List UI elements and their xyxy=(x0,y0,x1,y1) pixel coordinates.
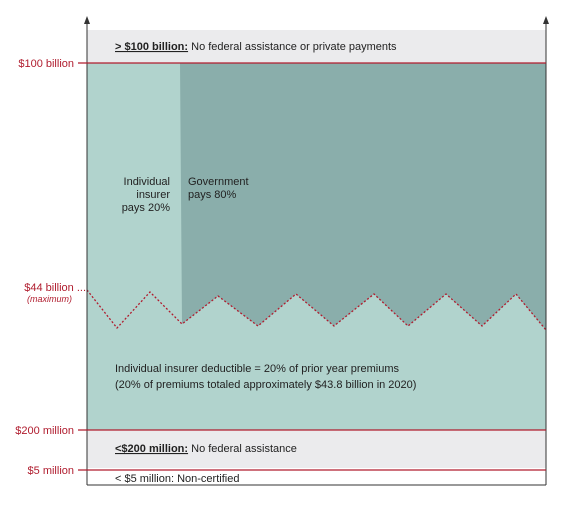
region-label: pays 20% xyxy=(122,202,171,214)
region-label: Government xyxy=(188,176,249,188)
band-text: No federal assistance xyxy=(188,443,297,455)
band-key: <$200 million: xyxy=(115,443,188,455)
cap-line xyxy=(86,289,547,331)
region-label: insurer xyxy=(136,189,170,201)
band-label: > $100 billion: No federal assistance or… xyxy=(115,41,397,53)
government-region xyxy=(180,63,546,330)
band-text: Non-certified xyxy=(174,473,239,485)
band-key: < $5 million: xyxy=(115,473,174,485)
axis-label: $100 billion xyxy=(18,58,74,70)
region-label: (20% of premiums totaled approximately $… xyxy=(115,379,416,391)
arrow xyxy=(84,16,90,24)
band-label: < $5 million: Non-certified xyxy=(115,473,239,485)
band-label: <$200 million: No federal assistance xyxy=(115,443,297,455)
arrow xyxy=(543,16,549,24)
axis-label: $200 million xyxy=(15,425,74,437)
region-label: Individual xyxy=(124,176,170,188)
axis-label: $5 million xyxy=(28,465,74,477)
middle-band xyxy=(87,430,546,468)
band-key: > $100 billion: xyxy=(115,41,188,53)
band-text: No federal assistance or private payment… xyxy=(188,41,397,53)
axis-note: (maximum) xyxy=(27,294,72,304)
region-label: Individual insurer deductible = 20% of p… xyxy=(115,363,400,375)
top-band xyxy=(87,30,546,63)
axis-label: $44 billion ... xyxy=(24,282,86,294)
region-label: pays 80% xyxy=(188,189,237,201)
